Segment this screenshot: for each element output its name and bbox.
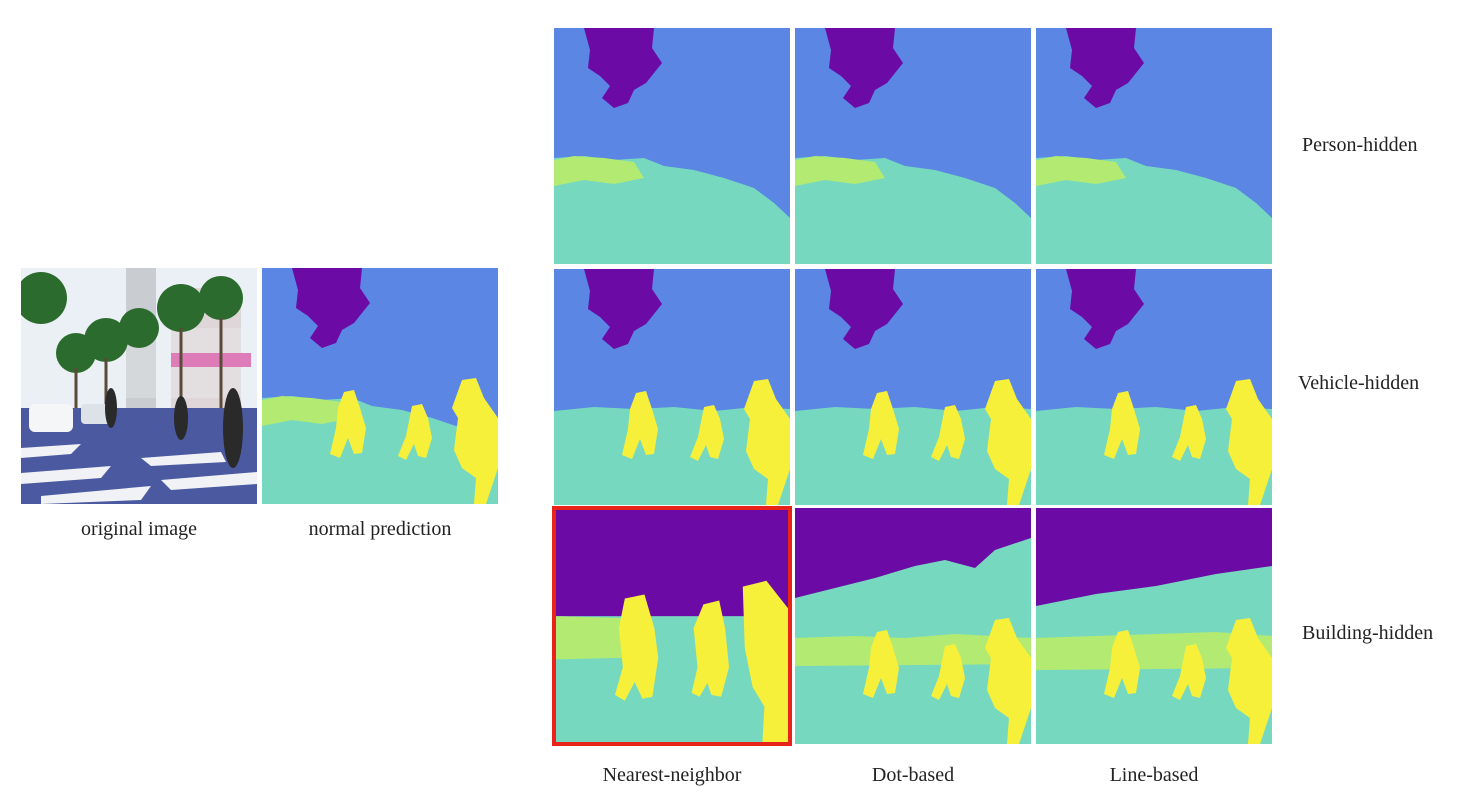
panel-person-hidden-line-based: [1036, 28, 1272, 264]
column-caption-dot-based: Dot-based: [871, 764, 955, 786]
column-caption-line-based: Line-based: [1109, 764, 1199, 786]
original-image: [21, 268, 257, 504]
panel-building-hidden-dot-based: [795, 508, 1031, 744]
caption-normal-prediction: normal prediction: [308, 518, 452, 540]
normal-prediction-panel: [262, 268, 498, 504]
row-label-person-hidden: Person-hidden: [1302, 134, 1418, 156]
row-label-building-hidden: Building-hidden: [1302, 622, 1434, 644]
panel-building-hidden-nearest-neighbor: [552, 506, 792, 746]
caption-original-image: original image: [80, 518, 198, 540]
column-caption-nearest-neighbor: Nearest-neighbor: [602, 764, 742, 786]
row-label-vehicle-hidden: Vehicle-hidden: [1298, 372, 1420, 394]
panel-vehicle-hidden-dot-based: [795, 269, 1031, 505]
panel-person-hidden-nearest-neighbor: [554, 28, 790, 264]
panel-building-hidden-line-based: [1036, 508, 1272, 744]
panel-vehicle-hidden-line-based: [1036, 269, 1272, 505]
panel-vehicle-hidden-nearest-neighbor: [554, 269, 790, 505]
panel-person-hidden-dot-based: [795, 28, 1031, 264]
